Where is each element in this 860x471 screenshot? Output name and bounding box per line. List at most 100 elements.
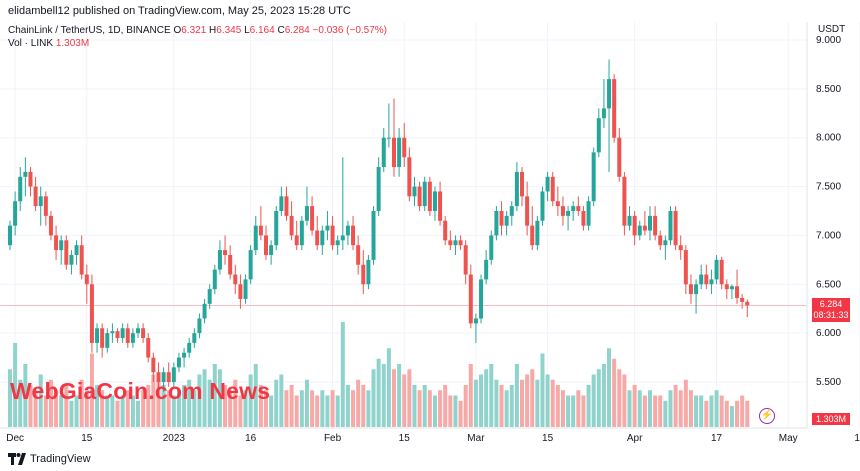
volume-bar	[74, 395, 79, 427]
volume-bar	[315, 395, 320, 427]
candle-body	[422, 181, 427, 207]
volume-bar	[299, 390, 304, 427]
candle-body	[13, 201, 18, 226]
candle-body	[509, 206, 514, 216]
lightning-icon[interactable]: ⚡	[759, 408, 775, 424]
candle-body	[612, 79, 617, 138]
candle-body	[351, 225, 356, 246]
candle-body	[463, 245, 468, 275]
candle-body	[484, 259, 489, 280]
volume-bar	[417, 390, 422, 427]
close-value: 6.284	[284, 25, 310, 36]
candle-body	[89, 284, 94, 343]
price-axis[interactable]: 9.000 8.500 8.000 7.500 7.000 6.500 6.000 5.500	[806, 22, 841, 428]
candle-body	[146, 338, 151, 358]
volume-bar	[376, 358, 381, 427]
volume-bar	[555, 385, 560, 427]
volume-bar	[688, 390, 693, 427]
candle-body	[33, 186, 38, 207]
volume-bar	[694, 395, 699, 427]
volume-bar	[192, 390, 197, 427]
volume-bar	[95, 385, 100, 427]
volume-bar	[729, 406, 734, 427]
volume-bar	[473, 379, 478, 427]
candle-body	[709, 279, 714, 285]
candle-body	[28, 171, 33, 187]
candle-body	[171, 367, 176, 382]
candle-body	[366, 259, 371, 285]
volume-bar	[735, 400, 740, 427]
last-volume-tag: 1.303M	[812, 413, 850, 425]
candle-body	[299, 220, 304, 246]
volume-bar	[535, 379, 540, 427]
volume-bar	[673, 385, 678, 427]
volume-bar	[233, 379, 238, 427]
last-price-tag: 6.284 08:31:33	[812, 298, 850, 323]
candle-body	[228, 254, 233, 275]
volume-bar	[166, 390, 171, 427]
candle-body	[54, 235, 59, 251]
candle-body	[269, 245, 274, 255]
volume-bar	[345, 385, 350, 427]
candle-body	[514, 171, 519, 207]
candle-body	[458, 240, 463, 246]
candle-body	[325, 225, 330, 231]
volume-bar	[627, 390, 632, 427]
candle-body	[130, 333, 135, 343]
volume-bar	[59, 395, 64, 427]
volume-bar	[678, 390, 683, 427]
candle-body	[176, 357, 181, 368]
volume-bar	[663, 400, 668, 427]
time-tick-label: 16	[245, 433, 257, 444]
candle-body	[274, 211, 279, 246]
volume-bar	[310, 390, 315, 427]
volume-label[interactable]: Vol · LINK	[8, 38, 54, 49]
candle-body	[714, 259, 719, 280]
volume-bar	[494, 379, 499, 427]
volume-bar	[484, 369, 489, 427]
symbol-legend-row: ChainLink / TetherUS, 1D, BINANCE O6.321…	[8, 24, 387, 37]
candle-body	[673, 211, 678, 246]
candle-body	[212, 269, 217, 290]
symbol-title[interactable]: ChainLink / TetherUS, 1D, BINANCE	[8, 25, 171, 36]
time-axis[interactable]: Dec15202316Feb15Mar15Apr17May15Jun	[0, 427, 860, 444]
volume-bar	[601, 364, 606, 427]
candle-body	[48, 215, 53, 236]
volume-bar	[197, 374, 202, 427]
volume-bar	[18, 379, 23, 427]
volume-bar	[161, 385, 166, 427]
volume-bar	[253, 364, 258, 427]
footer-brand[interactable]: TradingView	[8, 453, 91, 465]
candle-body	[591, 152, 596, 202]
currency-label: USDT	[818, 24, 846, 35]
volume-bar	[719, 395, 724, 427]
candle-body	[535, 220, 540, 246]
high-value: 6.345	[216, 25, 242, 36]
candle-body	[622, 176, 627, 226]
candle-body	[407, 157, 412, 197]
volume-bar	[84, 390, 89, 427]
candle-body	[530, 225, 535, 246]
volume-bar	[294, 395, 299, 427]
volume-bar	[64, 385, 69, 427]
volume-bar	[642, 395, 647, 427]
candle-body	[289, 215, 294, 236]
candle-body	[688, 284, 693, 295]
time-tick-label: May	[779, 433, 798, 444]
time-tick-label: 2023	[163, 433, 186, 444]
volume-bar	[525, 374, 530, 427]
candle-body	[304, 206, 309, 221]
volume-bar	[581, 395, 586, 427]
volume-bar	[269, 395, 274, 427]
volume-bar	[335, 395, 340, 427]
candle-body	[438, 191, 443, 221]
volume-bar	[146, 385, 151, 427]
volume-bar	[699, 395, 704, 427]
candle-body	[566, 211, 571, 216]
chart-legend: ChainLink / TetherUS, 1D, BINANCE O6.321…	[8, 24, 387, 50]
tradingview-logo-icon	[8, 453, 26, 465]
candle-body	[489, 235, 494, 260]
candle-body	[729, 286, 734, 290]
candle-body	[678, 245, 683, 251]
